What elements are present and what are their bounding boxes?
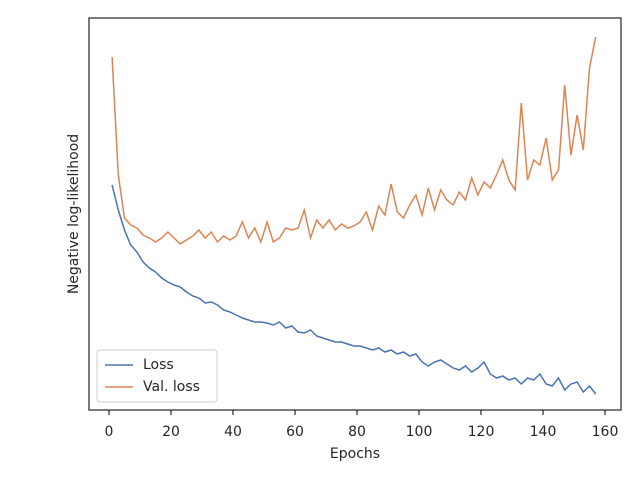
plot-frame: [88, 17, 622, 411]
x-tick-label: 80: [348, 424, 366, 440]
x-tick-label: 40: [224, 424, 242, 440]
legend-label: Val. loss: [143, 379, 200, 395]
series-line: [111, 36, 597, 245]
legend-box: [96, 349, 218, 403]
legend-label: Loss: [143, 357, 174, 373]
legend: Loss Val. loss: [96, 349, 218, 403]
x-tick-label: 120: [468, 424, 495, 440]
x-tick-label: 160: [592, 424, 619, 440]
x-tick-label: 60: [286, 424, 304, 440]
series-line: [111, 184, 597, 395]
x-tick-label: 140: [530, 424, 557, 440]
y-axis-label: Negative log-likelihood: [66, 134, 82, 294]
x-tick-label: 0: [105, 424, 114, 440]
x-tick-label: 100: [406, 424, 433, 440]
x-tick-label: 20: [162, 424, 180, 440]
x-axis-label: Epochs: [330, 446, 380, 462]
